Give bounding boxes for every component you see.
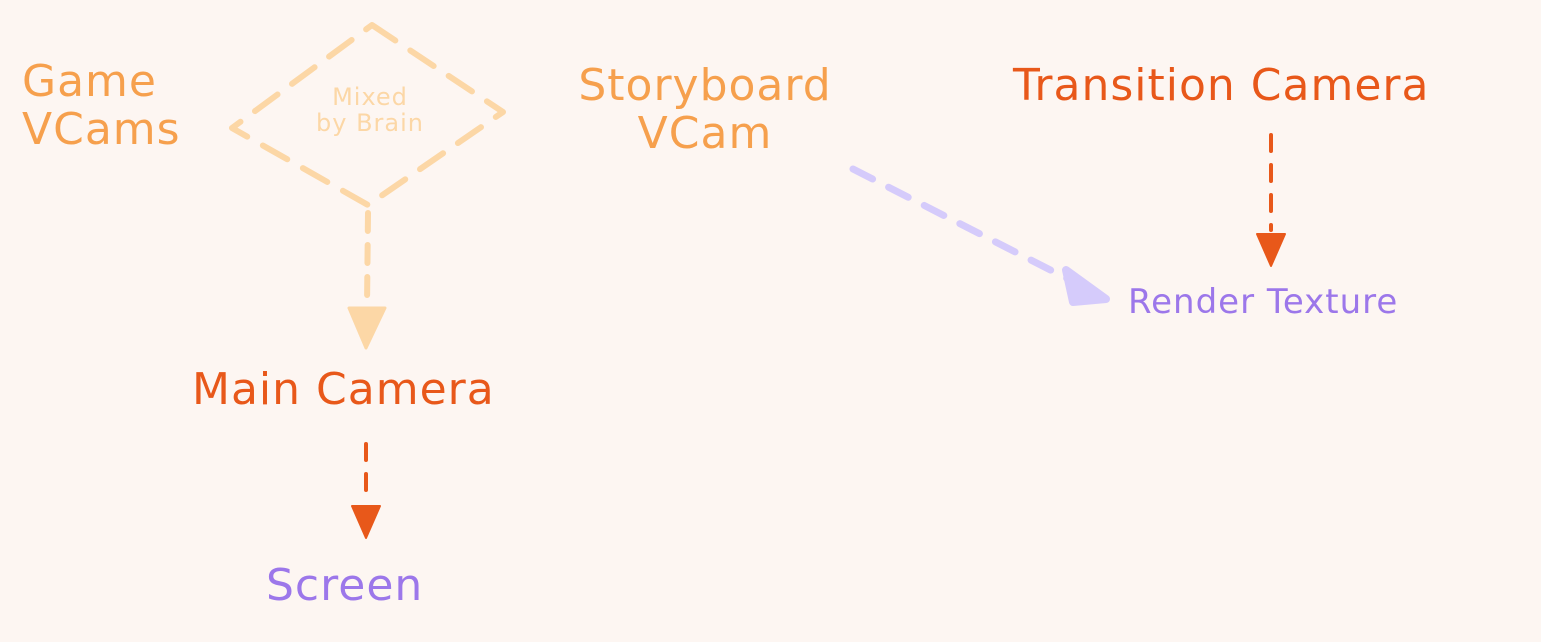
storyboard-vcam-line2: VCam [637, 108, 773, 160]
brain-mix-line1: Mixed [332, 83, 408, 111]
arrow-transition-to-render-texture [1256, 133, 1286, 267]
render-texture-label: Render Texture [1128, 282, 1399, 322]
arrow-main-camera-to-screen [351, 442, 381, 539]
screen-label: Screen [266, 560, 424, 611]
arrow-storyboard-to-render-texture [849, 165, 1110, 306]
game-vcams-label: Game VCams [22, 56, 181, 156]
storyboard-vcam-label: Storyboard VCam [550, 60, 860, 160]
storyboard-vcam-line1: Storyboard [578, 60, 832, 111]
transition-camera-label: Transition Camera [1013, 60, 1430, 111]
game-vcams-line1: Game [22, 56, 157, 107]
brain-mix-label: Mixed by Brain [300, 84, 440, 137]
main-camera-label: Main Camera [192, 364, 495, 415]
arrow-brain-to-main-camera [347, 210, 387, 350]
brain-mix-diamond [229, 22, 506, 208]
brain-mix-line2: by Brain [316, 109, 424, 138]
game-vcams-line2: VCams [22, 104, 181, 156]
